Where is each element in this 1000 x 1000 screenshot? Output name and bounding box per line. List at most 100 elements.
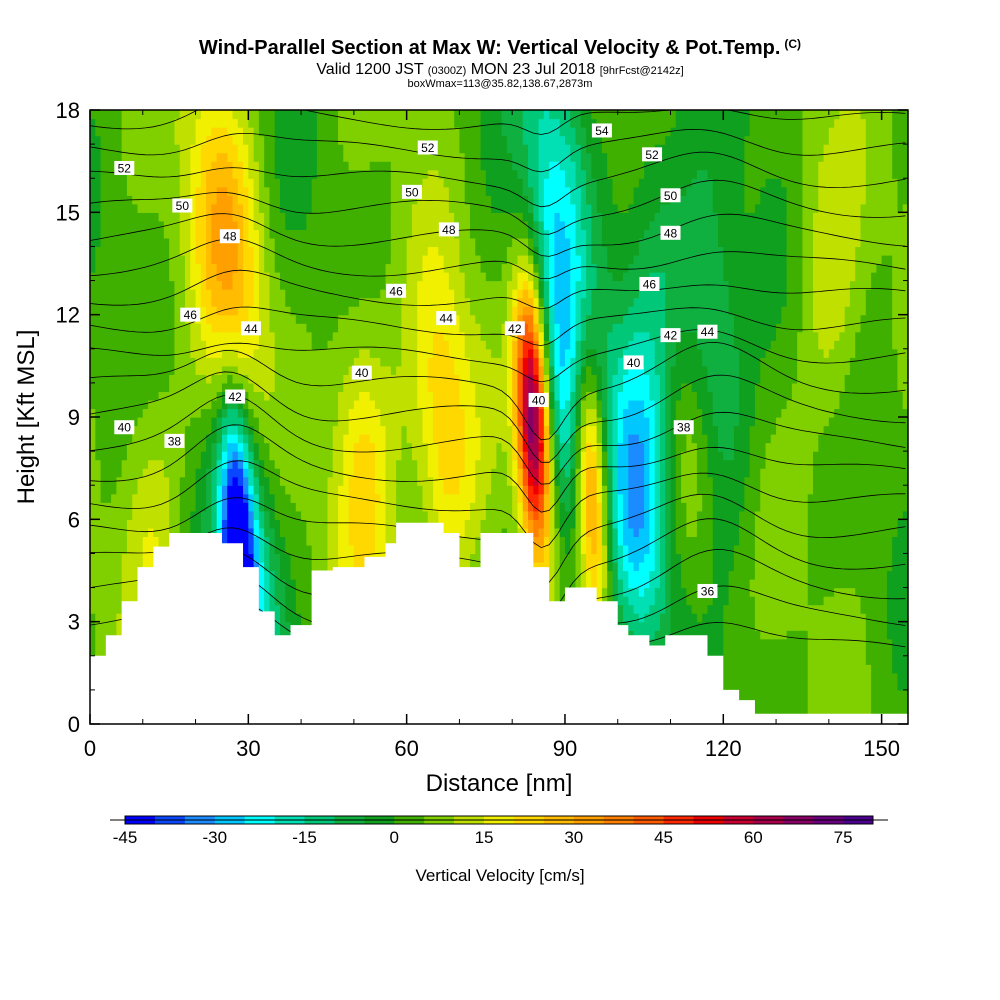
w-cell: [797, 502, 804, 512]
w-cell: [522, 476, 529, 486]
w-cell: [892, 527, 899, 537]
w-cell: [184, 519, 191, 529]
w-cell: [295, 493, 302, 503]
w-cell: [802, 468, 809, 478]
w-cell: [607, 596, 614, 606]
w-cell: [818, 476, 825, 486]
w-cell: [538, 459, 545, 469]
w-cell: [818, 647, 825, 657]
w-cell: [559, 561, 566, 572]
w-cell: [744, 638, 751, 648]
w-cell: [142, 451, 149, 461]
w-cell: [459, 544, 466, 555]
w-cell: [596, 553, 603, 563]
w-cell: [332, 536, 339, 546]
w-cell: [855, 664, 862, 674]
w-cell: [538, 544, 545, 555]
w-cell: [623, 468, 629, 478]
w-cell: [190, 493, 197, 503]
w-cell: [601, 579, 608, 589]
w-cell: [559, 553, 566, 563]
w-cell: [269, 579, 276, 589]
w-cell: [179, 519, 186, 529]
w-cell: [818, 655, 825, 665]
w-cell: [876, 647, 883, 657]
w-cell: [628, 519, 635, 529]
w-cell: [522, 519, 529, 529]
w-cell: [892, 544, 899, 555]
w-cell: [506, 519, 513, 529]
w-cell: [786, 638, 793, 648]
w-cell: [765, 493, 772, 503]
w-cell: [158, 493, 165, 503]
w-cell: [739, 604, 745, 614]
w-cell: [464, 459, 471, 469]
w-cell: [849, 553, 856, 563]
w-cell: [781, 638, 788, 648]
w-cell: [126, 468, 133, 478]
w-cell: [723, 621, 730, 631]
w-cell: [448, 493, 455, 503]
w-cell: [871, 579, 877, 589]
w-cell: [111, 630, 117, 640]
w-cell: [475, 561, 482, 572]
w-cell: [839, 519, 846, 529]
w-cell: [353, 561, 360, 572]
w-cell: [380, 493, 387, 503]
w-cell: [828, 672, 835, 682]
w-cell: [459, 502, 466, 512]
w-cell: [454, 502, 461, 512]
w-cell: [480, 527, 487, 537]
w-cell: [665, 527, 672, 537]
w-cell: [712, 536, 719, 546]
w-cell: [227, 527, 234, 537]
w-cell: [554, 493, 561, 503]
w-cell: [733, 502, 740, 512]
w-cell: [865, 510, 872, 520]
w-cell: [348, 451, 355, 461]
chart-title-text: Wind-Parallel Section at Max W: Vertical…: [198, 37, 781, 59]
w-cell: [623, 613, 629, 623]
w-cell: [543, 485, 550, 495]
w-cell: [686, 596, 693, 606]
w-cell: [359, 502, 366, 512]
w-cell: [274, 527, 281, 537]
w-cell: [464, 485, 471, 495]
w-cell: [132, 493, 139, 503]
w-cell: [596, 570, 603, 580]
w-cell: [327, 493, 334, 503]
w-cell: [243, 510, 249, 520]
w-cell: [448, 527, 455, 537]
w-cell: [654, 570, 661, 580]
w-cell: [886, 468, 893, 478]
w-cell: [797, 493, 804, 503]
w-cell: [274, 579, 281, 589]
w-cell: [691, 527, 698, 537]
w-cell: [269, 587, 276, 597]
w-cell: [702, 485, 709, 495]
w-cell: [227, 442, 234, 452]
w-cell: [570, 561, 577, 572]
w-cell: [659, 459, 666, 469]
w-cell: [807, 579, 814, 589]
w-cell: [871, 655, 877, 665]
w-cell: [644, 604, 651, 614]
w-cell: [818, 630, 825, 640]
w-cell: [126, 493, 133, 503]
w-cell: [353, 468, 360, 478]
w-cell: [549, 553, 556, 563]
w-cell: [206, 451, 212, 461]
w-cell: [253, 519, 260, 529]
w-cell: [533, 527, 540, 537]
w-cell: [322, 493, 329, 503]
w-cell: [638, 544, 645, 555]
w-cell: [813, 596, 819, 606]
w-cell: [290, 596, 297, 606]
w-cell: [707, 451, 714, 461]
w-cell: [807, 621, 814, 631]
w-cell: [90, 442, 96, 452]
w-cell: [211, 459, 218, 469]
w-cell: [828, 519, 835, 529]
w-cell: [126, 485, 133, 495]
w-cell: [644, 502, 651, 512]
